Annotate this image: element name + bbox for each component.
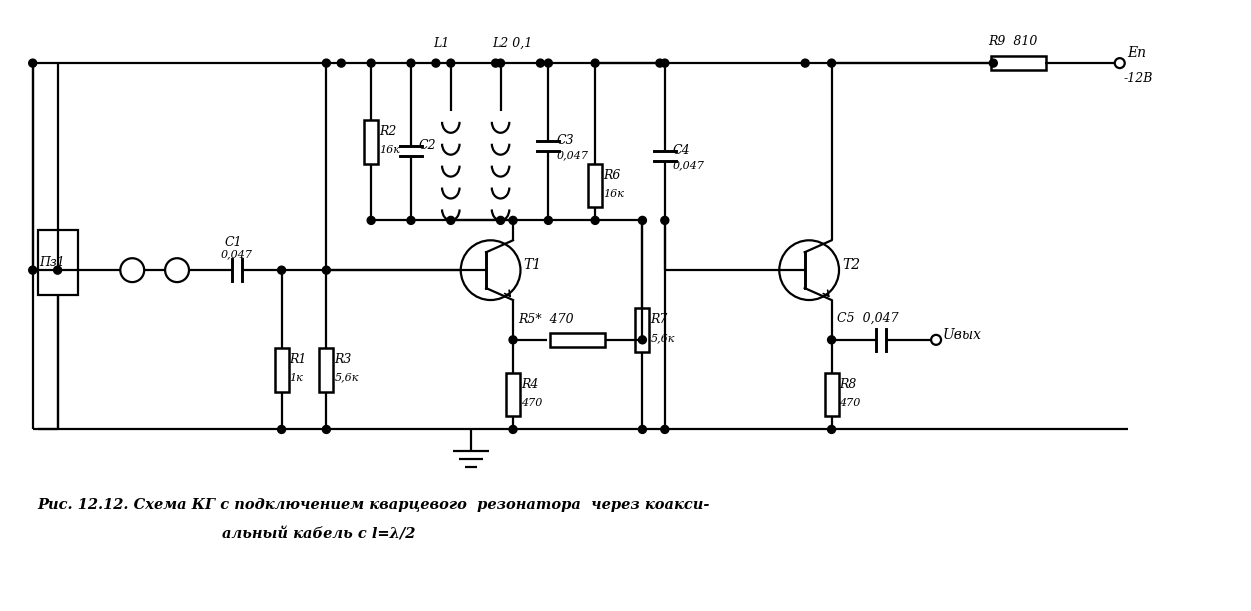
Text: C4: C4 — [673, 144, 691, 157]
Text: 1к: 1к — [289, 373, 303, 382]
Text: 470: 470 — [520, 398, 543, 408]
Text: L1: L1 — [433, 37, 449, 49]
Circle shape — [368, 59, 375, 67]
Text: R9  810: R9 810 — [988, 35, 1038, 48]
Circle shape — [661, 425, 669, 433]
Circle shape — [592, 216, 599, 224]
Bar — [991, 56, 1046, 70]
Text: 16к: 16к — [603, 189, 624, 199]
Bar — [824, 373, 838, 417]
Text: C3: C3 — [557, 134, 574, 147]
Circle shape — [592, 59, 599, 67]
Circle shape — [661, 216, 669, 224]
Bar — [588, 164, 602, 208]
Bar — [275, 348, 289, 392]
Circle shape — [990, 59, 997, 67]
Circle shape — [1115, 58, 1125, 68]
Circle shape — [54, 266, 61, 274]
Text: C2: C2 — [419, 139, 437, 152]
Circle shape — [638, 425, 647, 433]
Bar — [550, 333, 604, 347]
Circle shape — [828, 425, 836, 433]
Circle shape — [29, 59, 36, 67]
Circle shape — [509, 216, 517, 224]
Bar — [636, 308, 649, 352]
Circle shape — [338, 59, 345, 67]
Text: Uвых: Uвых — [943, 328, 982, 342]
Text: R7: R7 — [651, 313, 668, 326]
Text: L2 0,1: L2 0,1 — [493, 37, 533, 49]
Text: T1: T1 — [523, 258, 542, 272]
Text: R8: R8 — [839, 378, 857, 391]
Circle shape — [544, 59, 553, 67]
Circle shape — [638, 216, 647, 224]
Text: C1: C1 — [225, 236, 243, 249]
Circle shape — [509, 336, 517, 344]
Text: 0,047: 0,047 — [557, 151, 588, 161]
Circle shape — [278, 425, 285, 433]
Text: R5*  470: R5* 470 — [518, 313, 574, 326]
Text: 16к: 16к — [379, 145, 400, 155]
Circle shape — [447, 216, 455, 224]
Circle shape — [368, 216, 375, 224]
Text: T2: T2 — [842, 258, 861, 272]
Text: R3: R3 — [334, 353, 352, 366]
Circle shape — [432, 59, 440, 67]
Circle shape — [407, 59, 415, 67]
Text: 0,047: 0,047 — [673, 161, 704, 170]
Circle shape — [323, 59, 330, 67]
Circle shape — [638, 336, 647, 344]
Text: R4: R4 — [520, 378, 538, 391]
Text: 5,6к: 5,6к — [651, 333, 674, 343]
Circle shape — [509, 425, 517, 433]
Bar — [319, 348, 333, 392]
Circle shape — [323, 266, 330, 274]
Text: Рис. 12.12. Схема КГ с подключением кварцевого  резонатора  через коакси-: Рис. 12.12. Схема КГ с подключением квар… — [38, 498, 711, 512]
Text: R1: R1 — [289, 353, 306, 366]
Text: R6: R6 — [603, 169, 620, 182]
Circle shape — [656, 59, 664, 67]
Circle shape — [29, 266, 36, 274]
Text: 470: 470 — [839, 398, 861, 408]
Circle shape — [447, 59, 455, 67]
Text: 0,047: 0,047 — [221, 249, 253, 259]
Text: R2: R2 — [379, 125, 397, 138]
Circle shape — [537, 59, 544, 67]
Circle shape — [931, 335, 941, 345]
Circle shape — [407, 216, 415, 224]
Circle shape — [165, 258, 189, 282]
Circle shape — [492, 59, 499, 67]
Circle shape — [497, 216, 504, 224]
Bar — [364, 120, 378, 164]
Text: C5  0,047: C5 0,047 — [837, 312, 898, 324]
Text: Eп: Eп — [1127, 46, 1147, 60]
Circle shape — [120, 258, 144, 282]
Circle shape — [801, 59, 809, 67]
Circle shape — [828, 59, 836, 67]
Circle shape — [828, 336, 836, 344]
Bar — [38, 230, 78, 295]
Text: Пз1: Пз1 — [40, 256, 65, 269]
Circle shape — [497, 59, 504, 67]
Circle shape — [278, 266, 285, 274]
Circle shape — [323, 425, 330, 433]
Text: 5,6к: 5,6к — [334, 373, 359, 382]
Circle shape — [544, 216, 553, 224]
Text: -12В: -12В — [1123, 71, 1153, 84]
Circle shape — [661, 59, 669, 67]
Bar — [507, 373, 520, 417]
Text: альный кабель с l=λ/2: альный кабель с l=λ/2 — [221, 528, 415, 542]
